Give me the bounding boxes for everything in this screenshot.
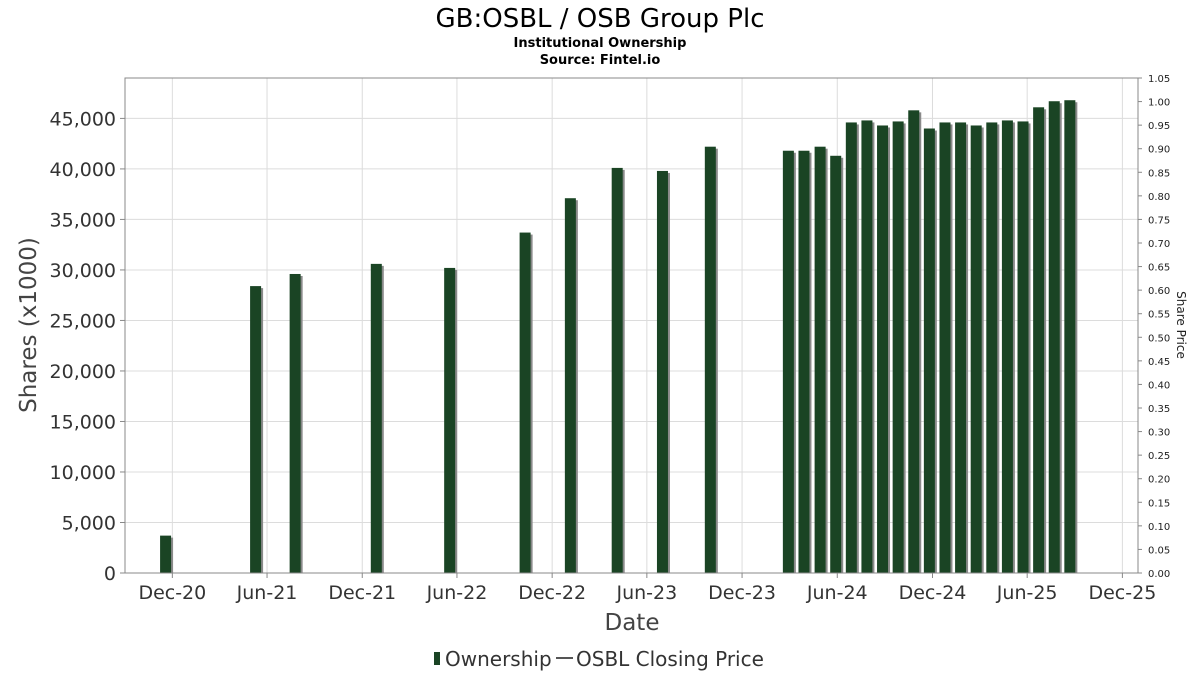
grid: [125, 78, 1138, 574]
x-axis-ticks: Dec-20 Jun-21 Dec-21 Jun-22 Dec-22 Jun-23 Dec-…: [138, 573, 1156, 604]
chart-title: GB:OSBL / OSB Group Plc: [435, 4, 764, 34]
x-tick-label: Jun-25: [996, 582, 1058, 604]
ownership-bar: [986, 122, 998, 574]
ownership-bar: [370, 263, 382, 573]
x-tick-label: Dec-24: [899, 582, 967, 604]
y2-tick-label: 0.15: [1148, 498, 1170, 509]
ownership-bar: [814, 146, 826, 573]
x-axis-label: Date: [605, 610, 660, 636]
y2-tick-label: 0.65: [1148, 263, 1170, 274]
y-tick-label: 35,000: [50, 209, 116, 231]
y2-tick-label: 0.70: [1148, 239, 1170, 250]
bars: [160, 100, 1078, 574]
y-tick-label: 5,000: [62, 512, 116, 534]
y2-tick-label: 0.40: [1148, 380, 1170, 391]
ownership-bar: [970, 125, 982, 574]
ownership-bar: [160, 535, 172, 573]
plot-frame: [124, 77, 1139, 574]
ownership-bar: [1033, 107, 1045, 573]
ownership-bar: [704, 146, 716, 573]
y2-tick-label: 0.20: [1148, 475, 1170, 486]
y2-tick-label: 0.95: [1148, 121, 1170, 132]
ownership-bar: [845, 122, 857, 574]
x-tick-label: Dec-22: [518, 582, 586, 604]
ownership-bar: [939, 122, 951, 574]
ownership-bar: [1017, 121, 1029, 573]
y2-axis-label: Share Price: [1174, 291, 1188, 359]
y2-tick-label: 0.45: [1148, 357, 1170, 368]
ownership-bar: [444, 267, 456, 573]
ownership-bar: [830, 155, 842, 574]
y-tick-label: 20,000: [50, 361, 116, 383]
ownership-bar: [1001, 120, 1013, 573]
y2-tick-label: 0.55: [1148, 310, 1170, 321]
y2-tick-label: 0.10: [1148, 522, 1170, 533]
ownership-bar: [250, 286, 262, 573]
ownership-bar: [1064, 100, 1076, 573]
y-tick-label: 10,000: [50, 462, 116, 484]
y2-tick-label: 0.75: [1148, 215, 1170, 226]
y-tick-label: 25,000: [50, 310, 116, 332]
x-tick-label: Dec-21: [328, 582, 396, 604]
y-axis-ticks: 0 5,000 10,000 15,000 20,000 25,000 30,000 35,0…: [50, 108, 125, 585]
legend-ownership-swatch: [434, 652, 440, 665]
legend: Ownership OSBL Closing Price: [434, 647, 764, 671]
x-tick-label: Jun-24: [806, 582, 868, 604]
ownership-bar: [892, 121, 904, 573]
ownership-bar: [564, 198, 576, 573]
y2-tick-label: 0.35: [1148, 404, 1170, 415]
legend-ownership-label: Ownership: [445, 647, 552, 671]
x-tick-label: Dec-23: [708, 582, 776, 604]
y2-tick-label: 0.50: [1148, 333, 1170, 344]
y2-tick-label: 0.85: [1148, 168, 1170, 179]
y-tick-label: 45,000: [50, 108, 116, 130]
x-tick-label: Jun-23: [615, 582, 677, 604]
chart-subtitle-2: Source: Fintel.io: [540, 53, 661, 68]
ownership-bar: [519, 232, 531, 573]
y-tick-label: 15,000: [50, 411, 116, 433]
ownership-bar: [782, 150, 794, 574]
ownership-bar: [877, 125, 889, 574]
ownership-bar: [289, 273, 301, 573]
y2-tick-label: 1.05: [1148, 74, 1170, 85]
ownership-bar: [923, 128, 935, 574]
y2-tick-label: 1.00: [1148, 98, 1170, 109]
y2-tick-label: 0.80: [1148, 192, 1170, 203]
y-tick-label: 30,000: [50, 260, 116, 282]
y-tick-label: 40,000: [50, 159, 116, 181]
ownership-bar: [861, 120, 873, 573]
y2-tick-label: 0.60: [1148, 286, 1170, 297]
ownership-bar: [955, 122, 967, 574]
x-tick-label: Dec-25: [1088, 582, 1156, 604]
y2-tick-label: 0.25: [1148, 451, 1170, 462]
ownership-bar: [611, 167, 623, 574]
y2-tick-label: 0.30: [1148, 428, 1170, 439]
legend-price-label: OSBL Closing Price: [576, 647, 764, 671]
y2-tick-label: 0.00: [1148, 569, 1170, 580]
ownership-bar: [798, 150, 810, 574]
x-tick-label: Jun-21: [236, 582, 298, 604]
y-tick-label: 0: [104, 563, 116, 585]
y2-tick-label: 0.05: [1148, 545, 1170, 556]
y-axis-label: Shares (x1000): [16, 237, 42, 413]
ownership-bar: [656, 170, 668, 573]
x-tick-label: Dec-20: [138, 582, 206, 604]
y2-axis-ticks: 0.00 0.05 0.10 0.15 0.20 0.25 0.30 0.35 0.40 0.45…: [1138, 74, 1170, 580]
ownership-bar: [908, 110, 920, 573]
ownership-bar: [1048, 101, 1060, 574]
x-tick-label: Jun-22: [426, 582, 488, 604]
chart-subtitle-1: Institutional Ownership: [514, 36, 687, 51]
y2-tick-label: 0.90: [1148, 145, 1170, 156]
